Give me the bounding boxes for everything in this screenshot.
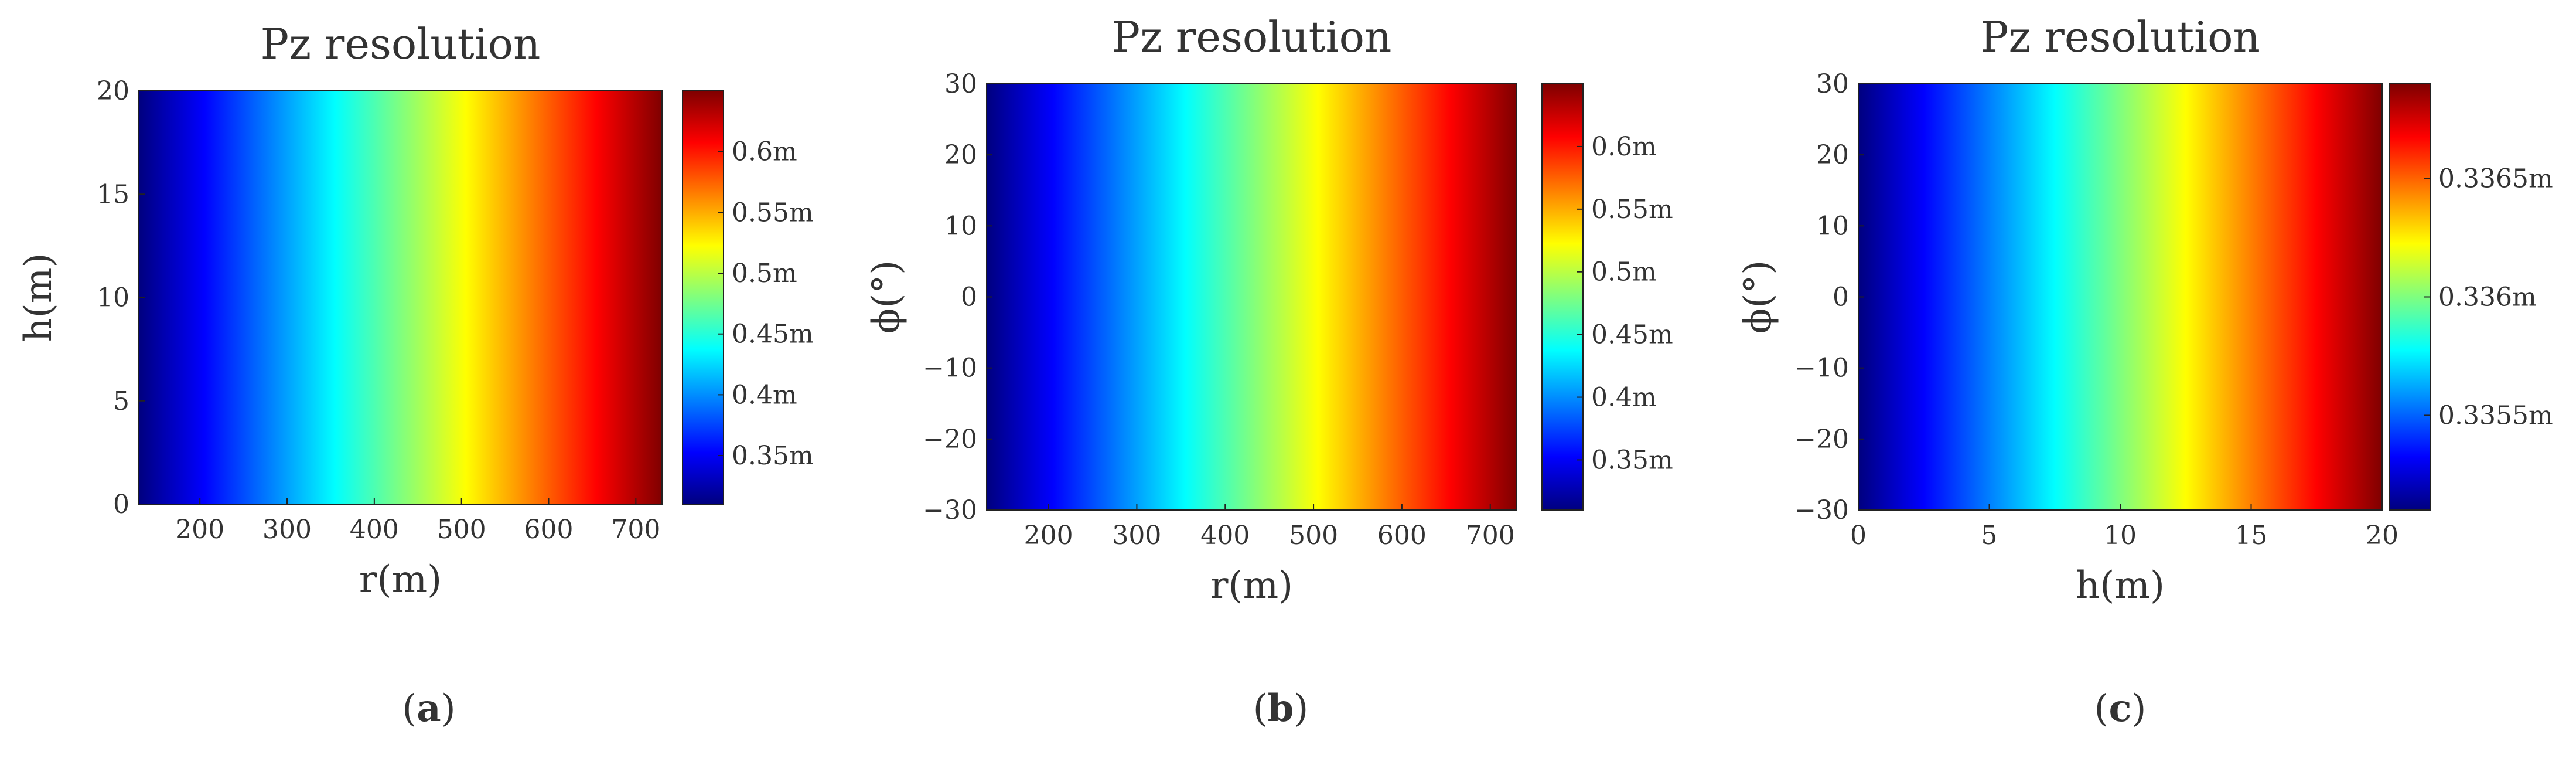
x-tick-label: 10 (2104, 521, 2137, 550)
y-tick-label: 0 (113, 490, 129, 519)
colorbar (2389, 84, 2430, 510)
colorbar-tick-label: 0.3355m (2438, 400, 2553, 430)
x-tick-label: 400 (1200, 521, 1250, 550)
colorbar-tick-label: 0.4m (1591, 383, 1657, 413)
colorbar-tick-label: 0.45m (732, 319, 814, 349)
plot-frame (138, 90, 663, 505)
x-tick-label: 600 (1377, 521, 1427, 550)
x-tick-label: 400 (350, 515, 399, 545)
chart-title: Pz resolution (261, 19, 541, 69)
x-tick-label: 300 (1112, 521, 1161, 550)
x-tick-label: 20 (2366, 521, 2398, 550)
y-axis-label: ϕ(°) (865, 260, 908, 334)
x-tick-label: 700 (1466, 521, 1515, 550)
panel-c: Pz resolution 0 5 10 15 20 −30 −20 −10 0 10 20 30 h(m… (1736, 12, 2553, 730)
y-tick-label: −30 (923, 495, 977, 525)
y-tick-label: 10 (1816, 211, 1849, 241)
x-axis-label: h(m) (2076, 564, 2165, 607)
x-axis-label: r(m) (359, 558, 442, 601)
x-tick-label: 200 (1024, 521, 1073, 550)
colorbar-tick-label: 0.45m (1591, 320, 1673, 350)
x-tick-label: 500 (437, 515, 486, 545)
panel-a: Pz resolution 200 300 400 500 600 700 0 5 10 15 20 r… (17, 19, 814, 730)
x-tick-label: 200 (175, 515, 224, 545)
chart-title: Pz resolution (1980, 12, 2260, 62)
x-tick-label: 700 (611, 515, 660, 545)
colorbar-tick-label: 0.6m (1591, 132, 1657, 162)
colorbar-tick-label: 0.55m (732, 198, 814, 227)
colorbar-tick-label: 0.5m (1591, 257, 1657, 287)
colorbar-tick-label: 0.5m (732, 259, 797, 288)
panel-label: (a) (402, 686, 455, 730)
y-tick-label: 30 (1816, 69, 1849, 99)
y-tick-label: 20 (944, 140, 977, 170)
y-tick-label: −20 (1794, 424, 1849, 454)
chart-title: Pz resolution (1112, 12, 1392, 62)
heatmap-field (1858, 84, 2382, 510)
colorbar-frame (1541, 83, 1584, 511)
colorbar-tick-label: 0.35m (732, 441, 814, 471)
colorbar-frame (682, 90, 724, 505)
heatmap-field (139, 91, 662, 504)
heatmap-field (987, 84, 1517, 510)
plot-frame (986, 83, 1517, 511)
y-axis-label: ϕ(°) (1736, 260, 1780, 334)
x-tick-label: 300 (262, 515, 312, 545)
y-tick-label: −10 (1794, 353, 1849, 383)
x-tick-label: 0 (1850, 521, 1867, 550)
x-tick-label: 15 (2235, 521, 2268, 550)
x-tick-label: 600 (524, 515, 574, 545)
y-tick-label: −30 (1794, 495, 1849, 525)
colorbar (683, 91, 724, 504)
y-tick-label: −20 (923, 424, 977, 454)
y-tick-label: 30 (944, 69, 977, 99)
plot-frame (1858, 83, 2383, 511)
colorbar-frame (2389, 83, 2431, 511)
panel-label: (b) (1253, 686, 1309, 730)
y-tick-label: −10 (923, 353, 977, 383)
y-tick-label: 10 (944, 211, 977, 241)
y-tick-label: 20 (1816, 140, 1849, 170)
x-axis-label: r(m) (1210, 564, 1293, 607)
colorbar (1542, 84, 1583, 510)
panel-label: (c) (2094, 686, 2147, 730)
x-tick-label: 500 (1289, 521, 1338, 550)
colorbar-tick-label: 0.336m (2438, 283, 2537, 312)
y-axis-label: h(m) (17, 253, 60, 342)
y-tick-label: 0 (1833, 283, 1849, 312)
y-tick-label: 15 (97, 179, 129, 209)
colorbar-tick-label: 0.4m (732, 380, 797, 410)
y-tick-label: 5 (113, 386, 129, 416)
x-tick-label: 5 (1981, 521, 1998, 550)
colorbar-tick-label: 0.55m (1591, 195, 1673, 225)
colorbar-tick-label: 0.6m (732, 137, 797, 167)
colorbar-tick-label: 0.3365m (2438, 164, 2553, 194)
y-tick-label: 20 (97, 76, 129, 106)
colorbar-tick-label: 0.35m (1591, 445, 1673, 475)
y-tick-label: 10 (97, 283, 129, 313)
y-tick-label: 0 (961, 283, 977, 312)
